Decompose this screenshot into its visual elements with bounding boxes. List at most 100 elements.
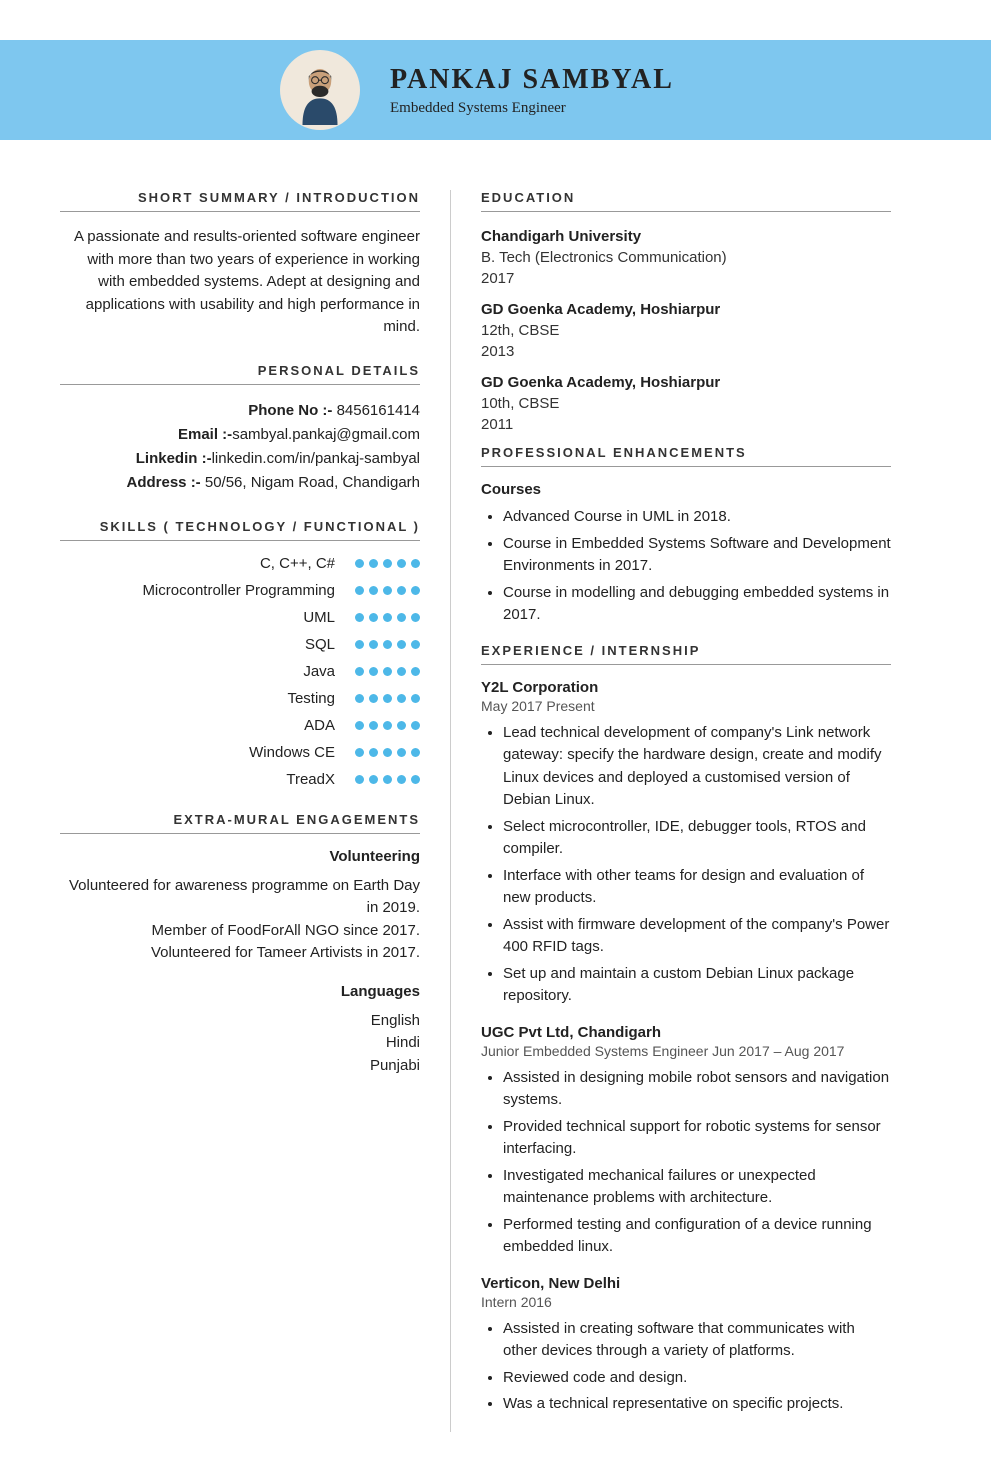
education-item: Chandigarh UniversityB. Tech (Electronic… — [481, 226, 891, 289]
skill-dots — [355, 586, 420, 595]
experience-list: Y2L Corporation May 2017 Present Lead tech… — [481, 679, 891, 1416]
rating-dot — [397, 748, 406, 757]
course-item: Advanced Course in UML in 2018. — [503, 506, 891, 529]
avatar — [280, 50, 360, 130]
phone-value: 8456161414 — [337, 402, 420, 419]
skill-row: Testing — [60, 690, 420, 707]
address-value: 50/56, Nigam Road, Chandigarh — [205, 474, 420, 491]
languages-list: EnglishHindiPunjabi — [60, 1010, 420, 1078]
person-role: Embedded Systems Engineer — [390, 100, 674, 117]
course-item: Course in modelling and debugging embedd… — [503, 582, 891, 627]
volunteering-item: Member of FoodForAll NGO since 2017. — [60, 920, 420, 943]
exp-bullet: Set up and maintain a custom Debian Linu… — [503, 963, 891, 1008]
email-value: sambyal.pankaj@gmail.com — [232, 426, 420, 443]
rating-dot — [369, 775, 378, 784]
extra-title: EXTRA-MURAL ENGAGEMENTS — [60, 812, 420, 834]
rating-dot — [411, 640, 420, 649]
linkedin-value: linkedin.com/in/pankaj-sambyal — [212, 450, 420, 467]
exp-period: May 2017 Present — [481, 698, 891, 714]
exp-bullet: Assist with firmware development of the … — [503, 914, 891, 959]
exp-bullet: Performed testing and configuration of a… — [503, 1214, 891, 1259]
courses-list: Advanced Course in UML in 2018. Course in… — [481, 506, 891, 627]
summary-title: SHORT SUMMARY / INTRODUCTION — [60, 190, 420, 212]
rating-dot — [369, 613, 378, 622]
rating-dot — [397, 640, 406, 649]
exp-bullet: Select microcontroller, IDE, debugger to… — [503, 816, 891, 861]
skill-dots — [355, 667, 420, 676]
personal-details: Phone No :- 8456161414 Email :-sambyal.p… — [60, 399, 420, 495]
rating-dot — [411, 613, 420, 622]
languages-head: Languages — [60, 983, 420, 1000]
rating-dot — [397, 775, 406, 784]
experience-block: UGC Pvt Ltd, Chandigarh Junior Embedded S… — [481, 1024, 891, 1259]
rating-dot — [397, 586, 406, 595]
exp-bullet: Assisted in creating software that commu… — [503, 1318, 891, 1363]
skill-name: SQL — [305, 636, 335, 653]
skill-name: Testing — [287, 690, 335, 707]
rating-dot — [355, 613, 364, 622]
experience-title: EXPERIENCE / INTERNSHIP — [481, 643, 891, 665]
rating-dot — [383, 640, 392, 649]
rating-dot — [369, 694, 378, 703]
skill-dots — [355, 694, 420, 703]
education-item: GD Goenka Academy, Hoshiarpur12th, CBSE2… — [481, 299, 891, 362]
rating-dot — [397, 559, 406, 568]
exp-bullet: Assisted in designing mobile robot senso… — [503, 1067, 891, 1112]
rating-dot — [411, 748, 420, 757]
skill-dots — [355, 721, 420, 730]
exp-period: Junior Embedded Systems Engineer Jun 201… — [481, 1043, 891, 1059]
rating-dot — [383, 775, 392, 784]
rating-dot — [383, 694, 392, 703]
rating-dot — [397, 721, 406, 730]
rating-dot — [369, 559, 378, 568]
rating-dot — [355, 640, 364, 649]
volunteering-item: Volunteered for Tameer Artivists in 2017… — [60, 942, 420, 965]
professional-title: PROFESSIONAL ENHANCEMENTS — [481, 445, 891, 467]
skill-name: TreadX — [286, 771, 335, 788]
exp-bullet: Reviewed code and design. — [503, 1367, 891, 1390]
details-title: PERSONAL DETAILS — [60, 363, 420, 385]
skill-row: ADA — [60, 717, 420, 734]
rating-dot — [355, 721, 364, 730]
skills-title: SKILLS ( TECHNOLOGY / FUNCTIONAL ) — [60, 519, 420, 541]
rating-dot — [355, 748, 364, 757]
skills-list: C, C++, C#Microcontroller ProgrammingUML… — [60, 555, 420, 788]
exp-company: UGC Pvt Ltd, Chandigarh — [481, 1024, 891, 1041]
education-item: GD Goenka Academy, Hoshiarpur10th, CBSE2… — [481, 372, 891, 435]
exp-bullets: Assisted in creating software that commu… — [481, 1318, 891, 1416]
language-item: Hindi — [60, 1032, 420, 1055]
exp-company: Y2L Corporation — [481, 679, 891, 696]
skill-row: SQL — [60, 636, 420, 653]
rating-dot — [383, 721, 392, 730]
volunteering-list: Volunteered for awareness programme on E… — [60, 875, 420, 965]
right-column: EDUCATION Chandigarh UniversityB. Tech (… — [451, 190, 891, 1432]
email-label: Email :- — [178, 426, 232, 443]
edu-year: 2013 — [481, 341, 891, 362]
skill-name: Windows CE — [249, 744, 335, 761]
rating-dot — [369, 640, 378, 649]
edu-degree: 12th, CBSE — [481, 320, 891, 341]
exp-bullet: Interface with other teams for design an… — [503, 865, 891, 910]
skill-row: Microcontroller Programming — [60, 582, 420, 599]
header-text: PANKAJ SAMBYAL Embedded Systems Engineer — [390, 64, 674, 117]
rating-dot — [355, 667, 364, 676]
exp-bullet: Lead technical development of company's … — [503, 722, 891, 812]
rating-dot — [383, 667, 392, 676]
rating-dot — [355, 586, 364, 595]
rating-dot — [397, 694, 406, 703]
education-list: Chandigarh UniversityB. Tech (Electronic… — [481, 226, 891, 435]
courses-head: Courses — [481, 481, 891, 498]
rating-dot — [411, 559, 420, 568]
skill-dots — [355, 559, 420, 568]
exp-period: Intern 2016 — [481, 1294, 891, 1310]
rating-dot — [369, 667, 378, 676]
exp-bullet: Investigated mechanical failures or unex… — [503, 1165, 891, 1210]
exp-bullets: Lead technical development of company's … — [481, 722, 891, 1008]
summary-text: A passionate and results-oriented softwa… — [60, 226, 420, 339]
header-banner: PANKAJ SAMBYAL Embedded Systems Engineer — [0, 40, 991, 140]
edu-school: GD Goenka Academy, Hoshiarpur — [481, 299, 891, 320]
language-item: English — [60, 1010, 420, 1033]
edu-school: GD Goenka Academy, Hoshiarpur — [481, 372, 891, 393]
avatar-icon — [285, 55, 355, 125]
rating-dot — [411, 775, 420, 784]
